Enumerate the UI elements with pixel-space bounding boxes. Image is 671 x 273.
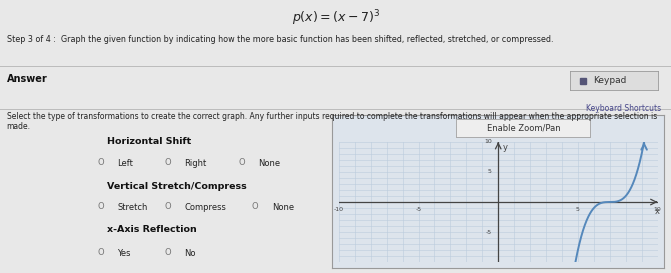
Text: No: No [185, 250, 196, 258]
Text: x-Axis Reflection: x-Axis Reflection [107, 225, 197, 234]
Text: O: O [97, 158, 104, 167]
Text: Left: Left [117, 159, 134, 168]
Text: Horizontal Shift: Horizontal Shift [107, 136, 192, 146]
Text: Select the type of transformations to create the correct graph. Any further inpu: Select the type of transformations to cr… [7, 112, 657, 131]
Text: Stretch: Stretch [117, 203, 148, 212]
Text: Right: Right [185, 159, 207, 168]
Text: O: O [97, 202, 104, 210]
Text: Step 3 of 4 :  Graph the given function by indicating how the more basic functio: Step 3 of 4 : Graph the given function b… [7, 35, 553, 44]
Text: O: O [164, 202, 171, 210]
Text: Keyboard Shortcuts: Keyboard Shortcuts [586, 104, 661, 113]
Text: Keypad: Keypad [593, 76, 626, 85]
Text: O: O [97, 248, 104, 257]
Text: 5: 5 [576, 207, 580, 212]
Text: -5: -5 [415, 207, 421, 212]
Text: O: O [238, 158, 245, 167]
Text: $p(x) = (x - 7)^3$: $p(x) = (x - 7)^3$ [291, 8, 380, 28]
Text: 10: 10 [654, 207, 662, 212]
Text: O: O [164, 158, 171, 167]
Text: None: None [258, 159, 280, 168]
Text: Answer: Answer [7, 74, 48, 84]
Text: Compress: Compress [185, 203, 226, 212]
Text: Yes: Yes [117, 250, 131, 258]
Text: -10: -10 [334, 207, 344, 212]
Text: O: O [164, 248, 171, 257]
Text: 5: 5 [488, 170, 492, 174]
Text: x: x [654, 207, 660, 216]
Text: Vertical Stretch/Compress: Vertical Stretch/Compress [107, 182, 247, 191]
Text: O: O [252, 202, 258, 210]
Text: -5: -5 [486, 230, 492, 235]
Text: None: None [272, 203, 294, 212]
Text: Enable Zoom/Pan: Enable Zoom/Pan [486, 123, 560, 132]
Text: 10: 10 [484, 140, 492, 144]
Text: y: y [503, 143, 508, 152]
